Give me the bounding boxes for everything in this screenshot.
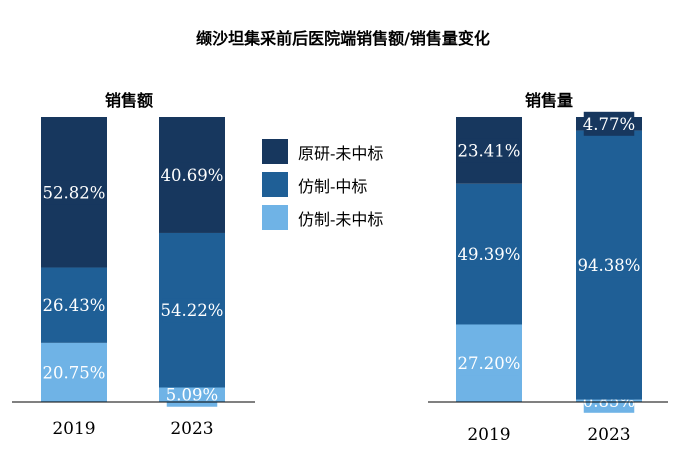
data-label-0-2019-0: 20.75% <box>43 363 106 382</box>
legend-label-originator: 原研-未中标 <box>298 144 383 163</box>
x-tick-label-1-0: 2019 <box>467 425 510 445</box>
data-label-1-2019-2: 23.41% <box>458 141 521 160</box>
data-label-0-2023-2: 40.69% <box>161 166 224 185</box>
legend-swatch-generic-winner <box>262 172 288 197</box>
legend-swatch-generic-loser <box>262 205 288 230</box>
x-tick-label-1-1: 2023 <box>587 425 630 445</box>
data-label-1-2023-1: 94.38% <box>578 256 641 275</box>
subtitle-sales-amount: 销售额 <box>105 91 153 110</box>
data-label-box-0-2023-1 <box>162 298 222 323</box>
data-label-0-2019-2: 52.82% <box>43 183 106 202</box>
data-label-0-2019-1: 26.43% <box>43 296 106 315</box>
data-label-0-2023-0: 5.09% <box>166 386 218 405</box>
chart-panel-0: 20.75% 26.43% 52.82% 2019 5.09% 54.22% 40.69% 2… <box>12 117 255 439</box>
x-tick-label-0-1: 2023 <box>170 419 213 439</box>
data-label-box-1-2023-1 <box>579 253 639 278</box>
legend-label-generic-loser: 仿制-未中标 <box>298 210 383 229</box>
legend-swatch-originator <box>262 139 288 164</box>
data-label-box-1-2019-2 <box>459 138 519 163</box>
chart-panel-1: 27.20%49.39%23.41%20190.85%94.38%4.77%20… <box>428 111 668 445</box>
data-label-box-1-2023-2 <box>583 111 635 136</box>
legend: 原研-未中标 仿制-中标 仿制-未中标 <box>262 139 383 230</box>
data-label-box-0-2019-2 <box>44 180 104 205</box>
data-label-box-0-2019-1 <box>44 293 104 318</box>
data-label-box-0-2019-0 <box>44 360 104 385</box>
data-label-1-2019-0: 27.20% <box>458 354 521 373</box>
data-label-box-0-2023-2 <box>162 162 222 187</box>
plot-area: 20.75% 26.43% 52.82% 2019 5.09% 54.22% 40.69% 2… <box>12 111 668 445</box>
data-label-1-2023-2: 4.77% <box>583 115 635 134</box>
x-tick-label-0-0: 2019 <box>52 419 95 439</box>
data-label-box-1-2019-1 <box>459 242 519 267</box>
legend-label-generic-winner: 仿制-中标 <box>298 177 367 196</box>
chart-title: 缬沙坦集采前后医院端销售额/销售量变化 <box>196 29 490 48</box>
data-label-box-1-2019-0 <box>459 351 519 376</box>
data-label-1-2019-1: 49.39% <box>458 245 521 264</box>
data-label-0-2023-1: 54.22% <box>161 301 224 320</box>
subtitle-sales-volume: 销售量 <box>525 91 573 110</box>
